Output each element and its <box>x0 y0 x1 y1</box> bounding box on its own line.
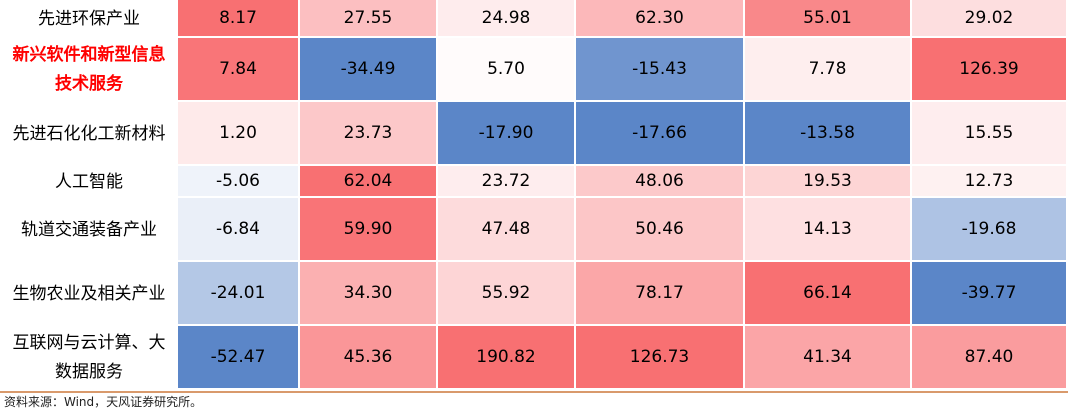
heatmap-cell: -24.01 <box>178 262 300 326</box>
heatmap-cell: 126.39 <box>912 38 1068 102</box>
heatmap-cell: 45.36 <box>300 326 438 390</box>
heatmap-cell: 62.30 <box>576 0 745 38</box>
heatmap-cell: 23.73 <box>300 102 438 166</box>
heatmap-cell: 23.72 <box>438 166 576 198</box>
heatmap-cell: -52.47 <box>178 326 300 390</box>
heatmap-cell: -17.90 <box>438 102 576 166</box>
heatmap-table: 先进环保产业 8.17 27.55 24.98 62.30 55.01 29.02 新兴软件和… <box>12 0 1068 390</box>
heatmap-cell: 7.84 <box>178 38 300 102</box>
heatmap-cell: 14.13 <box>745 198 912 262</box>
row-label: 新兴软件和新型信息技术服务 <box>12 45 166 94</box>
heatmap-cell: 55.01 <box>745 0 912 38</box>
heatmap-cell: 50.46 <box>576 198 745 262</box>
heatmap-cell: -39.77 <box>912 262 1068 326</box>
heatmap-cell: 190.82 <box>438 326 576 390</box>
heatmap-cell: -5.06 <box>178 166 300 198</box>
heatmap-cell: 126.73 <box>576 326 745 390</box>
heatmap-cell: 55.92 <box>438 262 576 326</box>
heatmap-cell: 7.78 <box>745 38 912 102</box>
heatmap-cell: 5.70 <box>438 38 576 102</box>
heatmap-cell: 8.17 <box>178 0 300 38</box>
source-note: 资料来源：Wind，天风证券研究所。 <box>4 395 203 409</box>
row-label: 轨道交通装备产业 <box>21 219 157 240</box>
heatmap-cell: 19.53 <box>745 166 912 198</box>
row-label: 互联网与云计算、大数据服务 <box>12 333 166 382</box>
heatmap-cell: 78.17 <box>576 262 745 326</box>
heatmap-cell: 1.20 <box>178 102 300 166</box>
heatmap-cell: -19.68 <box>912 198 1068 262</box>
heatmap-cell: 27.55 <box>300 0 438 38</box>
row-label: 人工智能 <box>55 171 123 192</box>
heatmap-cell: 29.02 <box>912 0 1068 38</box>
heatmap-cell: 12.73 <box>912 166 1068 198</box>
heatmap-cell: -6.84 <box>178 198 300 262</box>
heatmap-cell: 48.06 <box>576 166 745 198</box>
row-label: 生物农业及相关产业 <box>12 283 166 304</box>
heatmap-cell: -15.43 <box>576 38 745 102</box>
heatmap-cell: 34.30 <box>300 262 438 326</box>
heatmap-cell: 59.90 <box>300 198 438 262</box>
heatmap-cell: 87.40 <box>912 326 1068 390</box>
heatmap-cell: 24.98 <box>438 0 576 38</box>
heatmap-cell: 41.34 <box>745 326 912 390</box>
row-label: 先进石化化工新材料 <box>12 123 166 144</box>
heatmap-cell: -34.49 <box>300 38 438 102</box>
heatmap-cell: 47.48 <box>438 198 576 262</box>
row-label: 先进环保产业 <box>38 8 140 29</box>
heatmap-cell: -17.66 <box>576 102 745 166</box>
heatmap-cell: 62.04 <box>300 166 438 198</box>
heatmap-cell: -13.58 <box>745 102 912 166</box>
heatmap-cell: 66.14 <box>745 262 912 326</box>
heatmap-cell: 15.55 <box>912 102 1068 166</box>
source-divider <box>0 391 1068 393</box>
